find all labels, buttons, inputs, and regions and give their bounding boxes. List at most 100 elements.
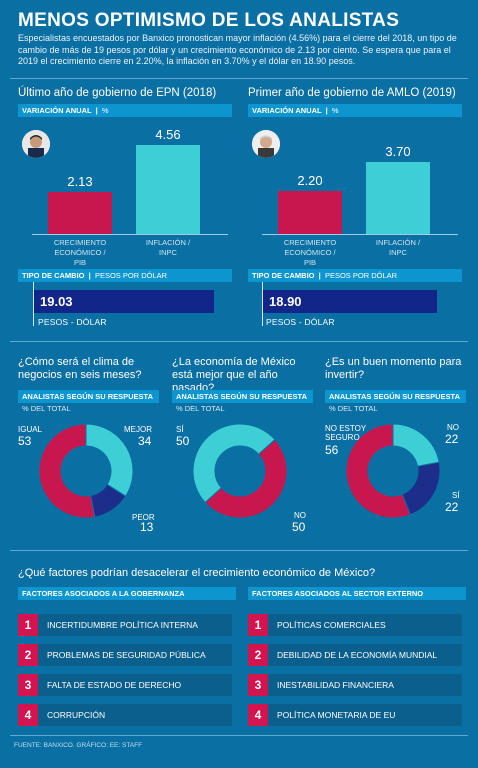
factor-rank: 1 — [18, 614, 38, 636]
factor-text: CORRUPCIÓN — [47, 710, 106, 720]
intro-text: Especialistas encuestados por Banxico pr… — [18, 33, 457, 66]
factor-text: DEBILIDAD DE LA ECONOMÍA MUNDIAL — [277, 650, 438, 660]
donut1-value-igual: 53 — [18, 434, 32, 448]
fx-tag-label: TIPO DE CAMBIO — [22, 271, 85, 280]
factor-text: POLÍTICAS COMERCIALES — [277, 620, 386, 630]
page-title: MENOS OPTIMISMO DE LOS ANALISTAS — [18, 10, 400, 31]
factor-text: FALTA DE ESTADO DE DERECHO — [47, 680, 182, 690]
donut-chart-2 — [192, 423, 288, 519]
person-icon — [252, 130, 280, 158]
donut-slice-no — [192, 423, 276, 504]
bar-category-label: INFLACIÓN / INPC — [375, 238, 421, 257]
bar-value-label: 2.20 — [297, 173, 323, 188]
bar-category-label: CRECIMIENTO ECONÓMICO / PIB — [53, 238, 107, 267]
fx-tag-unit: PESOS POR DÓLAR — [324, 271, 398, 280]
bar-inflation — [136, 145, 200, 234]
epn-title: Último año de gobierno de EPN (2018) — [18, 87, 217, 99]
tag-label: VARIACIÓN ANUAL — [252, 106, 322, 115]
amlo-avatar — [252, 130, 280, 158]
fx-tag-unit: PESOS POR DÓLAR — [94, 271, 168, 280]
donut-slice-igual — [38, 423, 96, 519]
bar-category-label: INFLACIÓN / INPC — [145, 238, 191, 257]
donut3-label-si: SÍ — [452, 491, 460, 500]
epn-fx-value: 19.03 — [34, 290, 214, 313]
factor-row: 1 INCERTIDUMBRE POLÍTICA INTERNA — [18, 614, 232, 636]
bar-value-label: 4.56 — [155, 127, 181, 142]
donut-slice-no — [392, 423, 440, 467]
q2-unit: % DEL TOTAL — [176, 404, 225, 413]
factor-rank: 4 — [248, 704, 268, 726]
factor-rank: 2 — [248, 644, 268, 666]
factors-right-header: FACTORES ASOCIADOS AL SECTOR EXTERNO — [248, 587, 466, 600]
divider — [10, 78, 468, 79]
bar-growth — [48, 192, 112, 234]
factors-title: ¿Qué factores podrían desacelerar el cre… — [18, 567, 376, 579]
epn-fx-tag: TIPO DE CAMBIO | PESOS POR DÓLAR — [18, 269, 232, 282]
factor-row: 2 PROBLEMAS DE SEGURIDAD PÚBLICA — [18, 644, 232, 666]
source-note: FUENTE: BANXICO. GRÁFICO: EE: STAFF — [14, 742, 143, 749]
amlo-variation-tag: VARIACIÓN ANUAL | % — [248, 104, 462, 117]
q1-tag: ANALISTAS SEGÚN SU RESPUESTA — [18, 390, 159, 403]
donut2-value-no: 50 — [292, 520, 306, 534]
tag-label: VARIACIÓN ANUAL — [22, 106, 92, 115]
donut1-label-peor: PEOR — [132, 513, 155, 522]
bar-inflation — [366, 162, 430, 234]
factor-rank: 1 — [248, 614, 268, 636]
donut1-label-mejor: MEJOR — [124, 425, 152, 434]
factor-row: 2 DEBILIDAD DE LA ECONOMÍA MUNDIAL — [248, 644, 462, 666]
factor-row: 3 FALTA DE ESTADO DE DERECHO — [18, 674, 232, 696]
q3-tag: ANALISTAS SEGÚN SU RESPUESTA — [325, 390, 466, 403]
epn-avatar — [22, 130, 50, 158]
factor-text: PROBLEMAS DE SEGURIDAD PÚBLICA — [47, 650, 206, 660]
q3-unit: % DEL TOTAL — [329, 404, 378, 413]
fx-bracket — [33, 282, 34, 326]
factor-rank: 3 — [18, 674, 38, 696]
factor-rank: 3 — [248, 674, 268, 696]
factor-text: INESTABILIDAD FINANCIERA — [277, 680, 394, 690]
donut3-label-no: NO — [447, 423, 459, 432]
donut-slice-no-estoy-seguro — [345, 423, 411, 519]
person-icon — [22, 130, 50, 158]
donut3-value-si: 22 — [445, 500, 459, 514]
factor-text: INCERTIDUMBRE POLÍTICA INTERNA — [47, 620, 198, 630]
x-axis — [262, 234, 458, 235]
donut3-value-no: 22 — [445, 432, 459, 446]
factor-rank: 2 — [18, 644, 38, 666]
factor-rank: 4 — [18, 704, 38, 726]
factor-row: 4 CORRUPCIÓN — [18, 704, 232, 726]
fx-tag-label: TIPO DE CAMBIO — [252, 271, 315, 280]
bar-value-label: 2.13 — [67, 174, 93, 189]
donut-chart-1 — [38, 423, 134, 519]
donut2-label-si: SÍ — [176, 425, 184, 434]
tag-unit: % — [101, 106, 109, 115]
donut2-value-si: 50 — [176, 434, 190, 448]
q1-unit: % DEL TOTAL — [22, 404, 71, 413]
question-3: ¿Es un buen momento para invertir? — [325, 356, 462, 381]
donut-slice-sí — [204, 438, 288, 519]
bar-growth — [278, 191, 342, 234]
factor-text: POLÍTICA MONETARIA DE EU — [277, 710, 396, 720]
amlo-fx-value: 18.90 — [263, 290, 437, 313]
amlo-fx-label: PESOS - DÓLAR — [266, 317, 335, 327]
bar-category-label: CRECIMIENTO ECONÓMICO / PIB — [283, 238, 337, 267]
factor-row: 1 POLÍTICAS COMERCIALES — [248, 614, 462, 636]
donut-chart-3 — [345, 423, 441, 519]
fx-bracket — [262, 282, 263, 326]
epn-fx-label: PESOS - DÓLAR — [38, 317, 107, 327]
epn-variation-tag: VARIACIÓN ANUAL | % — [18, 104, 232, 117]
question-1: ¿Cómo será el clima de negocios en seis … — [18, 356, 142, 381]
donut2-label-no: NO — [294, 511, 306, 520]
donut1-label-igual: IGUAL — [18, 425, 43, 434]
donut3-label-seguro: SEGURO — [325, 433, 360, 442]
donut1-value-peor: 13 — [140, 520, 154, 534]
q2-tag: ANALISTAS SEGÚN SU RESPUESTA — [172, 390, 313, 403]
factor-row: 3 INESTABILIDAD FINANCIERA — [248, 674, 462, 696]
x-axis — [32, 234, 228, 235]
bar-value-label: 3.70 — [385, 144, 411, 159]
amlo-title: Primer año de gobierno de AMLO (2019) — [248, 87, 456, 99]
epn-bar-chart: 2.13 CRECIMIENTO ECONÓMICO / PIB 4.56 INFLAC… — [18, 120, 238, 267]
divider — [10, 341, 468, 342]
donut1-value-mejor: 34 — [138, 434, 152, 448]
donut3-value-noseguro: 56 — [325, 443, 339, 457]
donut-slice-sí — [401, 461, 441, 516]
